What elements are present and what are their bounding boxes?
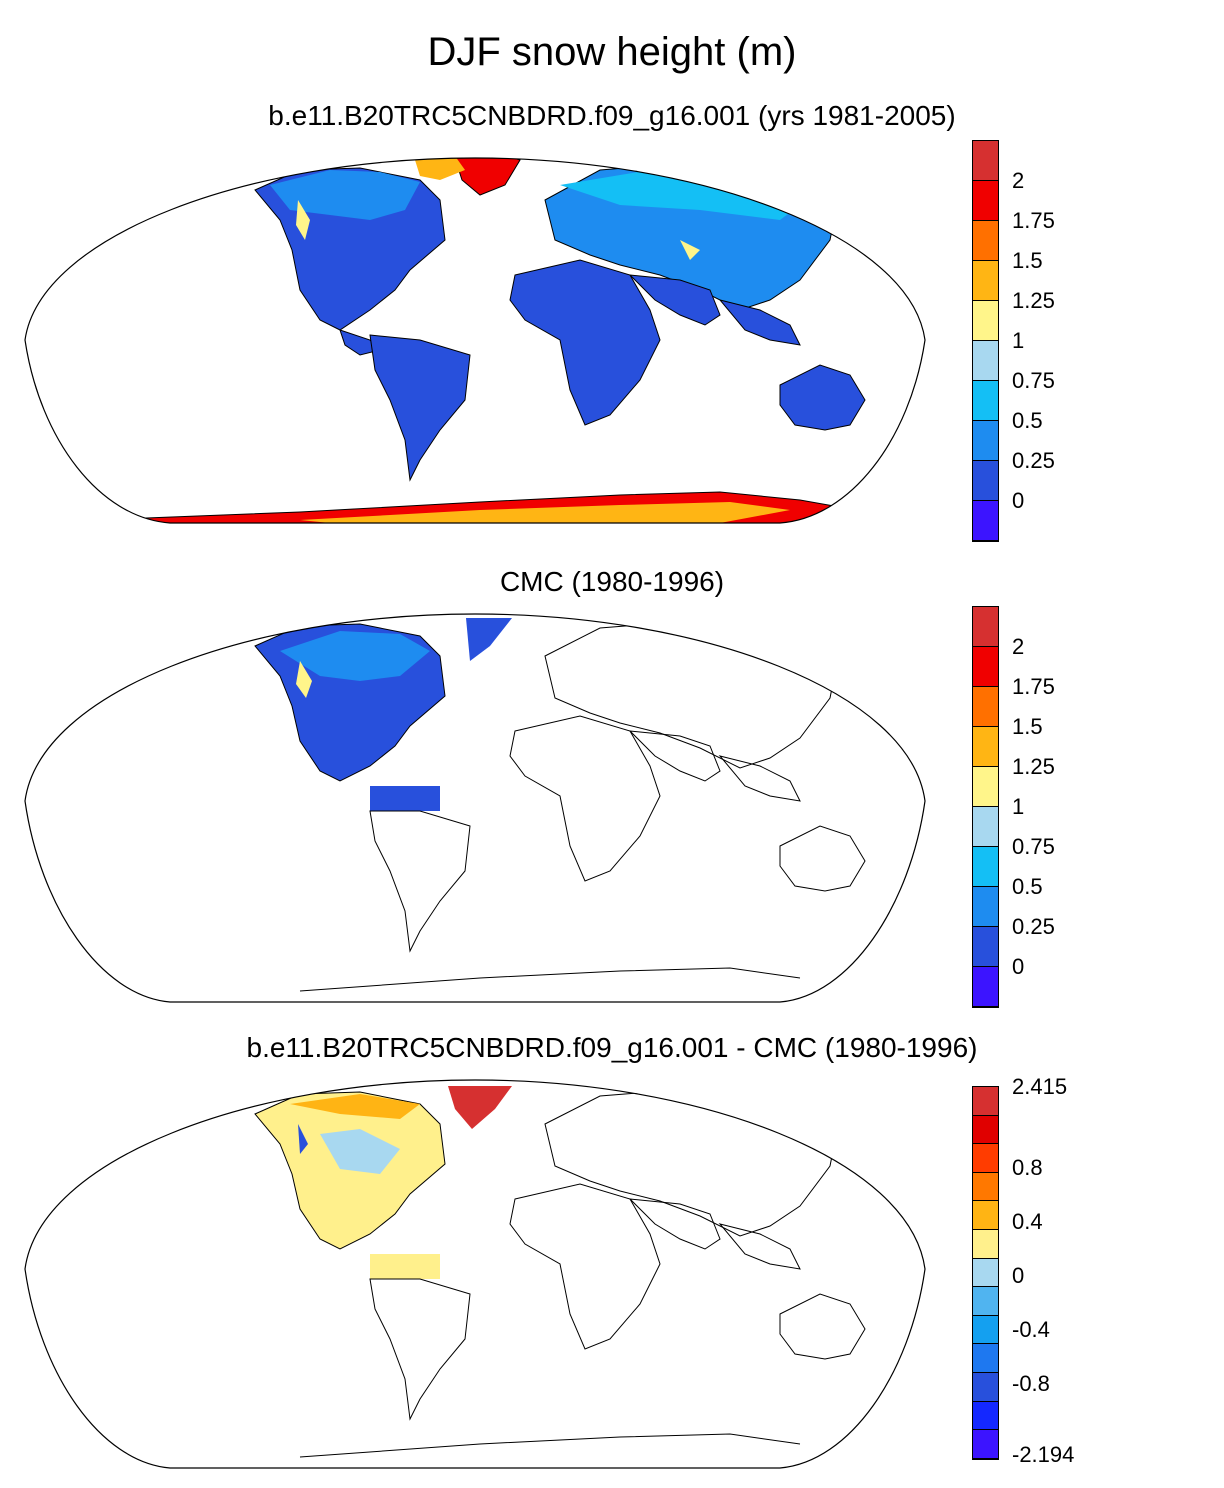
figure-title: DJF snow height (m) (427, 30, 797, 74)
colorbar-label: 1.25 (1012, 754, 1055, 779)
colorbar-swatch (973, 341, 998, 381)
colorbar-swatch (973, 1201, 998, 1231)
colorbar-swatch (973, 381, 998, 421)
colorbar-label: 1.75 (1012, 674, 1055, 699)
colorbar-swatch (973, 887, 998, 927)
map-boundary (24, 157, 926, 524)
colorbar-swatch (973, 141, 998, 181)
land-snow-fill (25, 158, 925, 523)
colorbar-swatch (973, 261, 998, 301)
colorbar-label: 0.5 (1012, 408, 1043, 433)
colorbar-label: 1.5 (1012, 714, 1043, 739)
colorbar-label: 0 (1012, 954, 1025, 979)
colorbar-label: 1 (1012, 794, 1025, 819)
colorbar-swatch (973, 967, 998, 1007)
colorbar-label: 0.75 (1012, 834, 1055, 859)
colorbar-swatch (973, 607, 998, 647)
colorbar-swatch (973, 421, 998, 461)
colorbar-swatch (973, 1401, 998, 1431)
colorbar-swatch (973, 461, 998, 501)
colorbar-swatch (973, 1087, 998, 1116)
colorbar-swatch (973, 301, 998, 341)
colorbar-label: 0.75 (1012, 368, 1055, 393)
colorbar-swatch (973, 807, 998, 847)
colorbar-swatch (973, 647, 998, 687)
colorbar-swatch (973, 1230, 998, 1259)
colorbar-boxes (972, 1086, 999, 1460)
colorbar-swatch (973, 1287, 998, 1316)
colorbar-swatch (973, 1373, 998, 1402)
map-boundary (24, 1079, 926, 1469)
land-snow-fill (254, 1086, 866, 1458)
colorbar-label: 1.25 (1012, 288, 1055, 313)
colorbar-label: 0 (1012, 488, 1025, 513)
colorbar-swatch (973, 1315, 998, 1345)
colorbar-swatch (973, 501, 998, 541)
colorbar-swatch (973, 221, 998, 261)
colorbar-swatch (973, 1115, 998, 1145)
colorbar-swatch (973, 1430, 998, 1459)
colorbar-label: 0.5 (1012, 874, 1043, 899)
colorbar-label: 0.25 (1012, 914, 1055, 939)
map-obs (24, 613, 926, 1003)
colorbar-boxes (972, 606, 999, 1008)
colorbar-swatch (973, 727, 998, 767)
map-boundary (24, 613, 926, 1003)
colorbar-label: 0 (1012, 1263, 1025, 1288)
panel-title-model: b.e11.B20TRC5CNBDRD.f09_g16.001 (yrs 198… (268, 100, 956, 131)
panel-title-diff: b.e11.B20TRC5CNBDRD.f09_g16.001 - CMC (1… (246, 1032, 978, 1063)
map-diff (24, 1079, 926, 1469)
colorbar-label: -0.4 (1012, 1317, 1050, 1342)
colorbar-boxes (972, 140, 999, 542)
colorbar-label: 0.4 (1012, 1209, 1043, 1234)
colorbar-label: 1.75 (1012, 208, 1055, 233)
panel-title-obs: CMC (1980-1996) (499, 566, 725, 597)
colorbar-swatch (973, 847, 998, 887)
map-model (24, 157, 926, 524)
colorbar-label: 1.5 (1012, 248, 1043, 273)
land-snow-fill (254, 618, 866, 992)
colorbar-swatch (973, 181, 998, 221)
colorbar-label: 2.415 (1012, 1074, 1068, 1099)
colorbar-label: 2 (1012, 634, 1025, 659)
colorbar-swatch (973, 1172, 998, 1202)
colorbar-label: 1 (1012, 328, 1025, 353)
colorbar-label: 0.25 (1012, 448, 1055, 473)
colorbar-label: 2 (1012, 168, 1025, 193)
colorbar-label: 0.8 (1012, 1155, 1043, 1180)
colorbar-label: -0.8 (1012, 1371, 1050, 1396)
colorbar-label: -2.194 (1012, 1442, 1075, 1467)
colorbar-swatch (973, 927, 998, 967)
colorbar-swatch (973, 1344, 998, 1374)
colorbar-swatch (973, 1258, 998, 1288)
colorbar-swatch (973, 767, 998, 807)
colorbar-swatch (973, 687, 998, 727)
colorbar-swatch (973, 1144, 998, 1173)
